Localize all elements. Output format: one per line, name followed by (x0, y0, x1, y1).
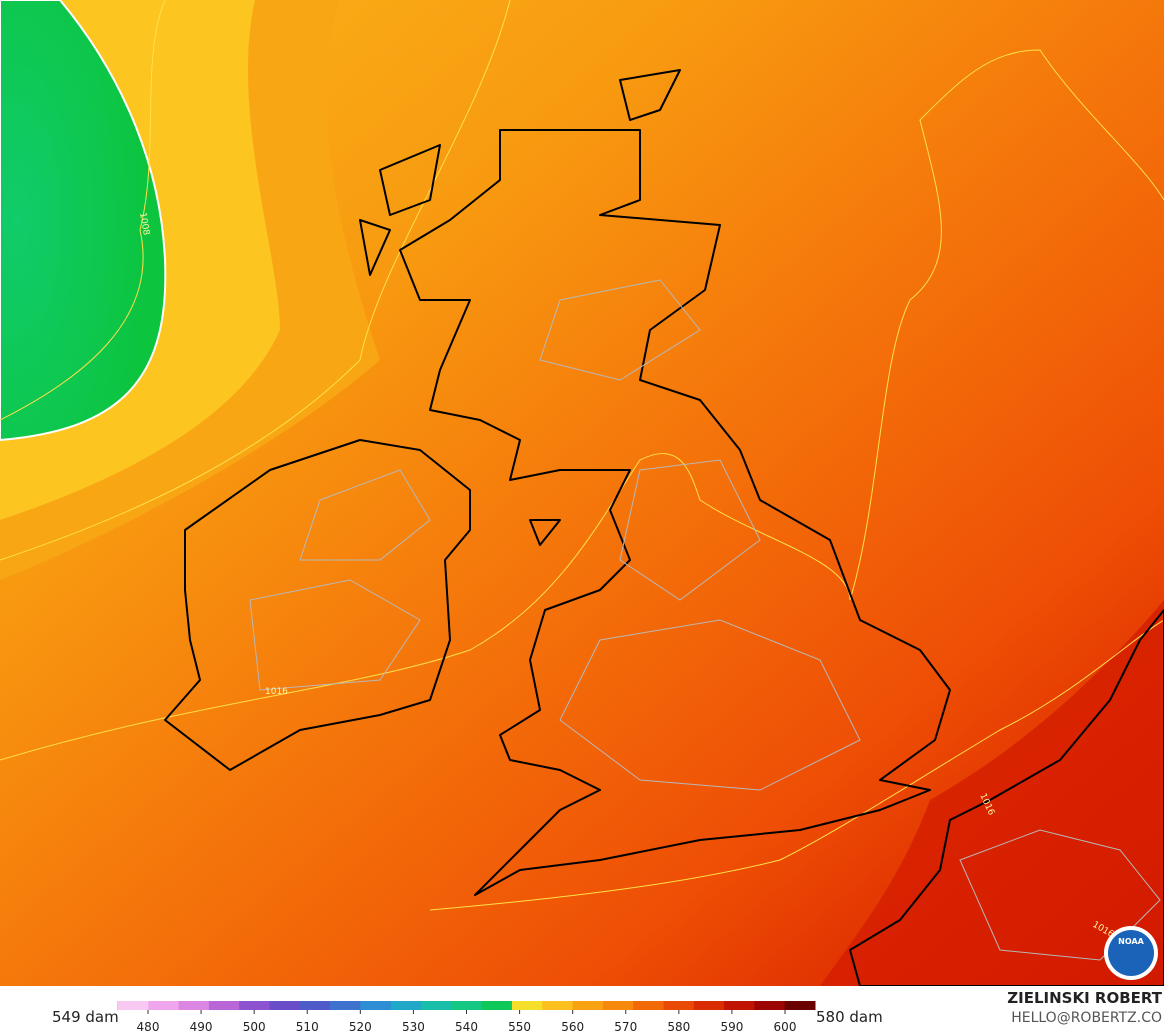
colorbar-segment (239, 1001, 271, 1010)
colorbar-segment (208, 1001, 240, 1010)
map: 1008 1016 1016 1016 NOAA (0, 0, 1164, 986)
continent-coast (849, 609, 1164, 986)
colorbar-tick-label: 550 (508, 1020, 531, 1034)
colorbar-segment (633, 1001, 664, 1010)
colorbar-segment (542, 1001, 574, 1010)
colorbar-segment (481, 1001, 513, 1010)
colorbar-tick-label: 600 (774, 1020, 797, 1034)
colorbar-segment (451, 1001, 483, 1010)
colorbar-tick-label: 510 (296, 1020, 319, 1034)
colorbar-tick-label: 560 (561, 1020, 584, 1034)
colorbar-low-label: 549 dam (52, 1008, 119, 1026)
coastlines (164, 69, 1164, 986)
island-coast (359, 69, 681, 546)
colorbar-segment (724, 1001, 755, 1010)
colorbar-segment (421, 1001, 452, 1010)
contour-label: 1008 (137, 212, 151, 237)
colorbar-high-label: 580 dam (816, 1008, 883, 1026)
colorbar-segment (330, 1001, 361, 1010)
colorbar-tick-label: 530 (402, 1020, 425, 1034)
colorbar-tick-label: 540 (455, 1020, 478, 1034)
isobars (0, 0, 1164, 911)
colorbar-tick-label: 580 (667, 1020, 690, 1034)
ireland-coast (164, 439, 471, 771)
logo-text: NOAA (1118, 937, 1144, 946)
colorbar-segment (148, 1001, 180, 1010)
colorbar-tick-label: 570 (614, 1020, 637, 1034)
height-band (0, 0, 167, 442)
colorbar-segment (511, 1001, 543, 1010)
colorbar-segment (360, 1001, 392, 1010)
height-band (820, 600, 1164, 986)
colorbar: 480 490 500 510 520 530 540 550 560 570 580 590 600 (117, 1001, 816, 1034)
colorbar-tick-label: 500 (243, 1020, 266, 1034)
author: ZIELINSKI ROBERT (1007, 989, 1162, 1007)
contact: HELLO@ROBERTZ.CO (1011, 1010, 1162, 1026)
colorbar-tick-label: 490 (190, 1020, 213, 1034)
logo-disc (1108, 930, 1154, 976)
colorbar-segment (784, 1001, 816, 1010)
colorbar-segment (269, 1001, 301, 1010)
colorbar-segment (754, 1001, 786, 1010)
colorbar-tick-label: 590 (720, 1020, 743, 1034)
colorbar-segment (299, 1001, 331, 1010)
admin-borders (249, 279, 1161, 961)
colorbar-segment (663, 1001, 695, 1010)
colorbar-tick-label: 520 (349, 1020, 372, 1034)
colorbar-segment (602, 1001, 634, 1010)
colorbar-segment (118, 1001, 149, 1010)
colorbar-segment (178, 1001, 210, 1010)
footer (0, 986, 1164, 1035)
contour-label: 1016 (265, 687, 288, 697)
great-britain-coast (399, 129, 951, 896)
colorbar-segment (390, 1001, 422, 1010)
colorbar-tick-label: 480 (137, 1020, 160, 1034)
colorbar-segment (572, 1001, 604, 1010)
logo: NOAA (1104, 926, 1158, 980)
colorbar-segment (693, 1001, 725, 1010)
